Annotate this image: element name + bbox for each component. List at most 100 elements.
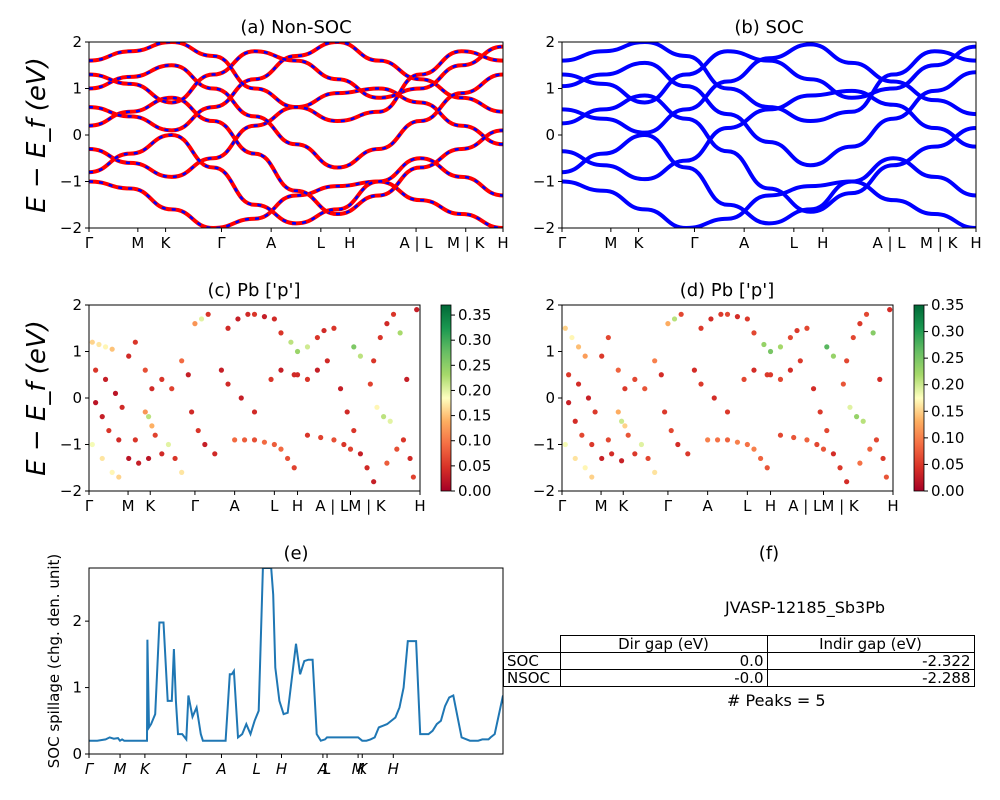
scatter-point <box>271 316 277 322</box>
scatter-point <box>582 353 588 359</box>
scatter-point <box>218 367 224 373</box>
scatter-point <box>691 367 698 373</box>
scatter-point <box>136 460 142 466</box>
colorbar-tick-label: 0.05 <box>458 457 491 475</box>
scatter-point <box>758 455 764 462</box>
band-line <box>562 42 976 124</box>
ylabel-energy-top: E − E_f (eV) <box>22 57 52 213</box>
scatter-point <box>791 434 797 441</box>
band-line-dashed <box>89 42 503 123</box>
gap-table-indir-value: -2.322 <box>766 652 975 670</box>
panel-e-title: (e) <box>283 543 308 564</box>
scatter-point <box>145 455 152 462</box>
kpoint-label: M <box>131 234 144 252</box>
scatter-point <box>331 325 337 331</box>
panel-e-frame <box>88 567 504 755</box>
kpoint-label: K <box>140 760 151 778</box>
scatter-point <box>645 455 651 462</box>
scatter-point <box>592 409 598 415</box>
scatter-point <box>787 367 793 373</box>
band-line <box>562 132 976 226</box>
scatter-point <box>777 344 784 350</box>
kpoint-label: A | LM | K <box>315 497 387 515</box>
scatter-point <box>787 334 793 341</box>
scatter-point <box>261 439 268 445</box>
scatter-point <box>347 446 354 452</box>
scatter-point <box>711 395 717 401</box>
y-tick-label: 1 <box>72 80 82 98</box>
kpoint-label: Γ <box>217 234 226 252</box>
kpoint-label: Γ <box>182 760 192 778</box>
colorbar-tick-label: 0.30 <box>458 331 491 349</box>
scatter-point <box>205 311 211 317</box>
scatter-point <box>93 400 99 406</box>
band-line <box>89 179 503 228</box>
kpoint-label: H <box>292 497 303 515</box>
band-line <box>89 42 503 133</box>
colorbar-tick-label: 0.00 <box>458 482 491 500</box>
scatter-point <box>662 409 668 415</box>
kpoint-label: K <box>145 497 156 515</box>
scatter-point <box>351 427 357 434</box>
scatter-point <box>195 427 201 434</box>
scatter-point <box>625 432 631 438</box>
scatter-point <box>344 409 350 415</box>
kpoint-label: Γ <box>690 234 699 252</box>
panel-d-frame <box>561 304 894 492</box>
scatter-point <box>880 455 886 462</box>
scatter-point <box>410 474 416 480</box>
y-tick-label: 2 <box>72 612 82 630</box>
scatter-point <box>278 330 284 336</box>
panel-c-title: (c) Pb ['p'] <box>207 280 300 301</box>
band-line <box>562 60 976 168</box>
y-tick-label: 0 <box>545 389 555 407</box>
scatter-point <box>198 316 205 322</box>
scatter-point <box>225 381 231 387</box>
scatter-point <box>145 414 152 420</box>
panel-d-points <box>562 307 893 485</box>
scatter-point <box>615 409 621 415</box>
gap-panel: JVASP-12185_Sb3Pb Dir gap (eV) Indir gap… <box>503 540 983 740</box>
scatter-point <box>321 327 327 334</box>
scatter-point <box>285 455 291 462</box>
scatter-point <box>579 432 585 438</box>
ylabel-energy-middle: E − E_f (eV) <box>22 320 52 476</box>
kpoint-label: M <box>604 234 617 252</box>
y-tick-label: 1 <box>545 343 555 361</box>
colorbar-tick-label: 0.10 <box>458 432 491 450</box>
scatter-point <box>734 439 741 445</box>
scatter-point <box>714 437 721 443</box>
scatter-point <box>572 418 578 424</box>
scatter-point <box>761 341 767 348</box>
kpoint-label: H <box>414 497 425 515</box>
scatter-point <box>179 358 185 364</box>
scatter-point <box>797 358 803 364</box>
scatter-point <box>357 353 364 359</box>
scatter-point <box>337 386 344 392</box>
scatter-point <box>844 479 850 485</box>
scatter-point <box>566 400 572 406</box>
ylabel-spillage: SOC spillage (chg. den. unit) <box>45 554 63 769</box>
band-line <box>562 42 976 135</box>
scatter-point <box>764 465 770 471</box>
gap-table-header-row: Dir gap (eV) Indir gap (eV) <box>504 635 975 653</box>
scatter-point <box>202 441 208 448</box>
colorbar-tick-label: 0.00 <box>931 482 964 500</box>
scatter-point <box>132 339 138 345</box>
peaks-count: # Peaks = 5 <box>727 691 826 710</box>
scatter-point <box>744 441 750 448</box>
colorbar-tick-label: 0.15 <box>458 407 491 425</box>
scatter-point <box>632 376 638 382</box>
scatter-point <box>705 437 711 443</box>
scatter-point <box>562 441 568 448</box>
kpoint-label: L <box>790 234 799 252</box>
gap-table-row-label: SOC <box>503 652 561 670</box>
kpoint-label: L <box>743 497 752 515</box>
colorbar-tick-label: 0.20 <box>458 381 491 399</box>
kpoint-label: Γ <box>558 497 567 515</box>
band-line <box>562 179 976 228</box>
scatter-point <box>341 441 347 448</box>
